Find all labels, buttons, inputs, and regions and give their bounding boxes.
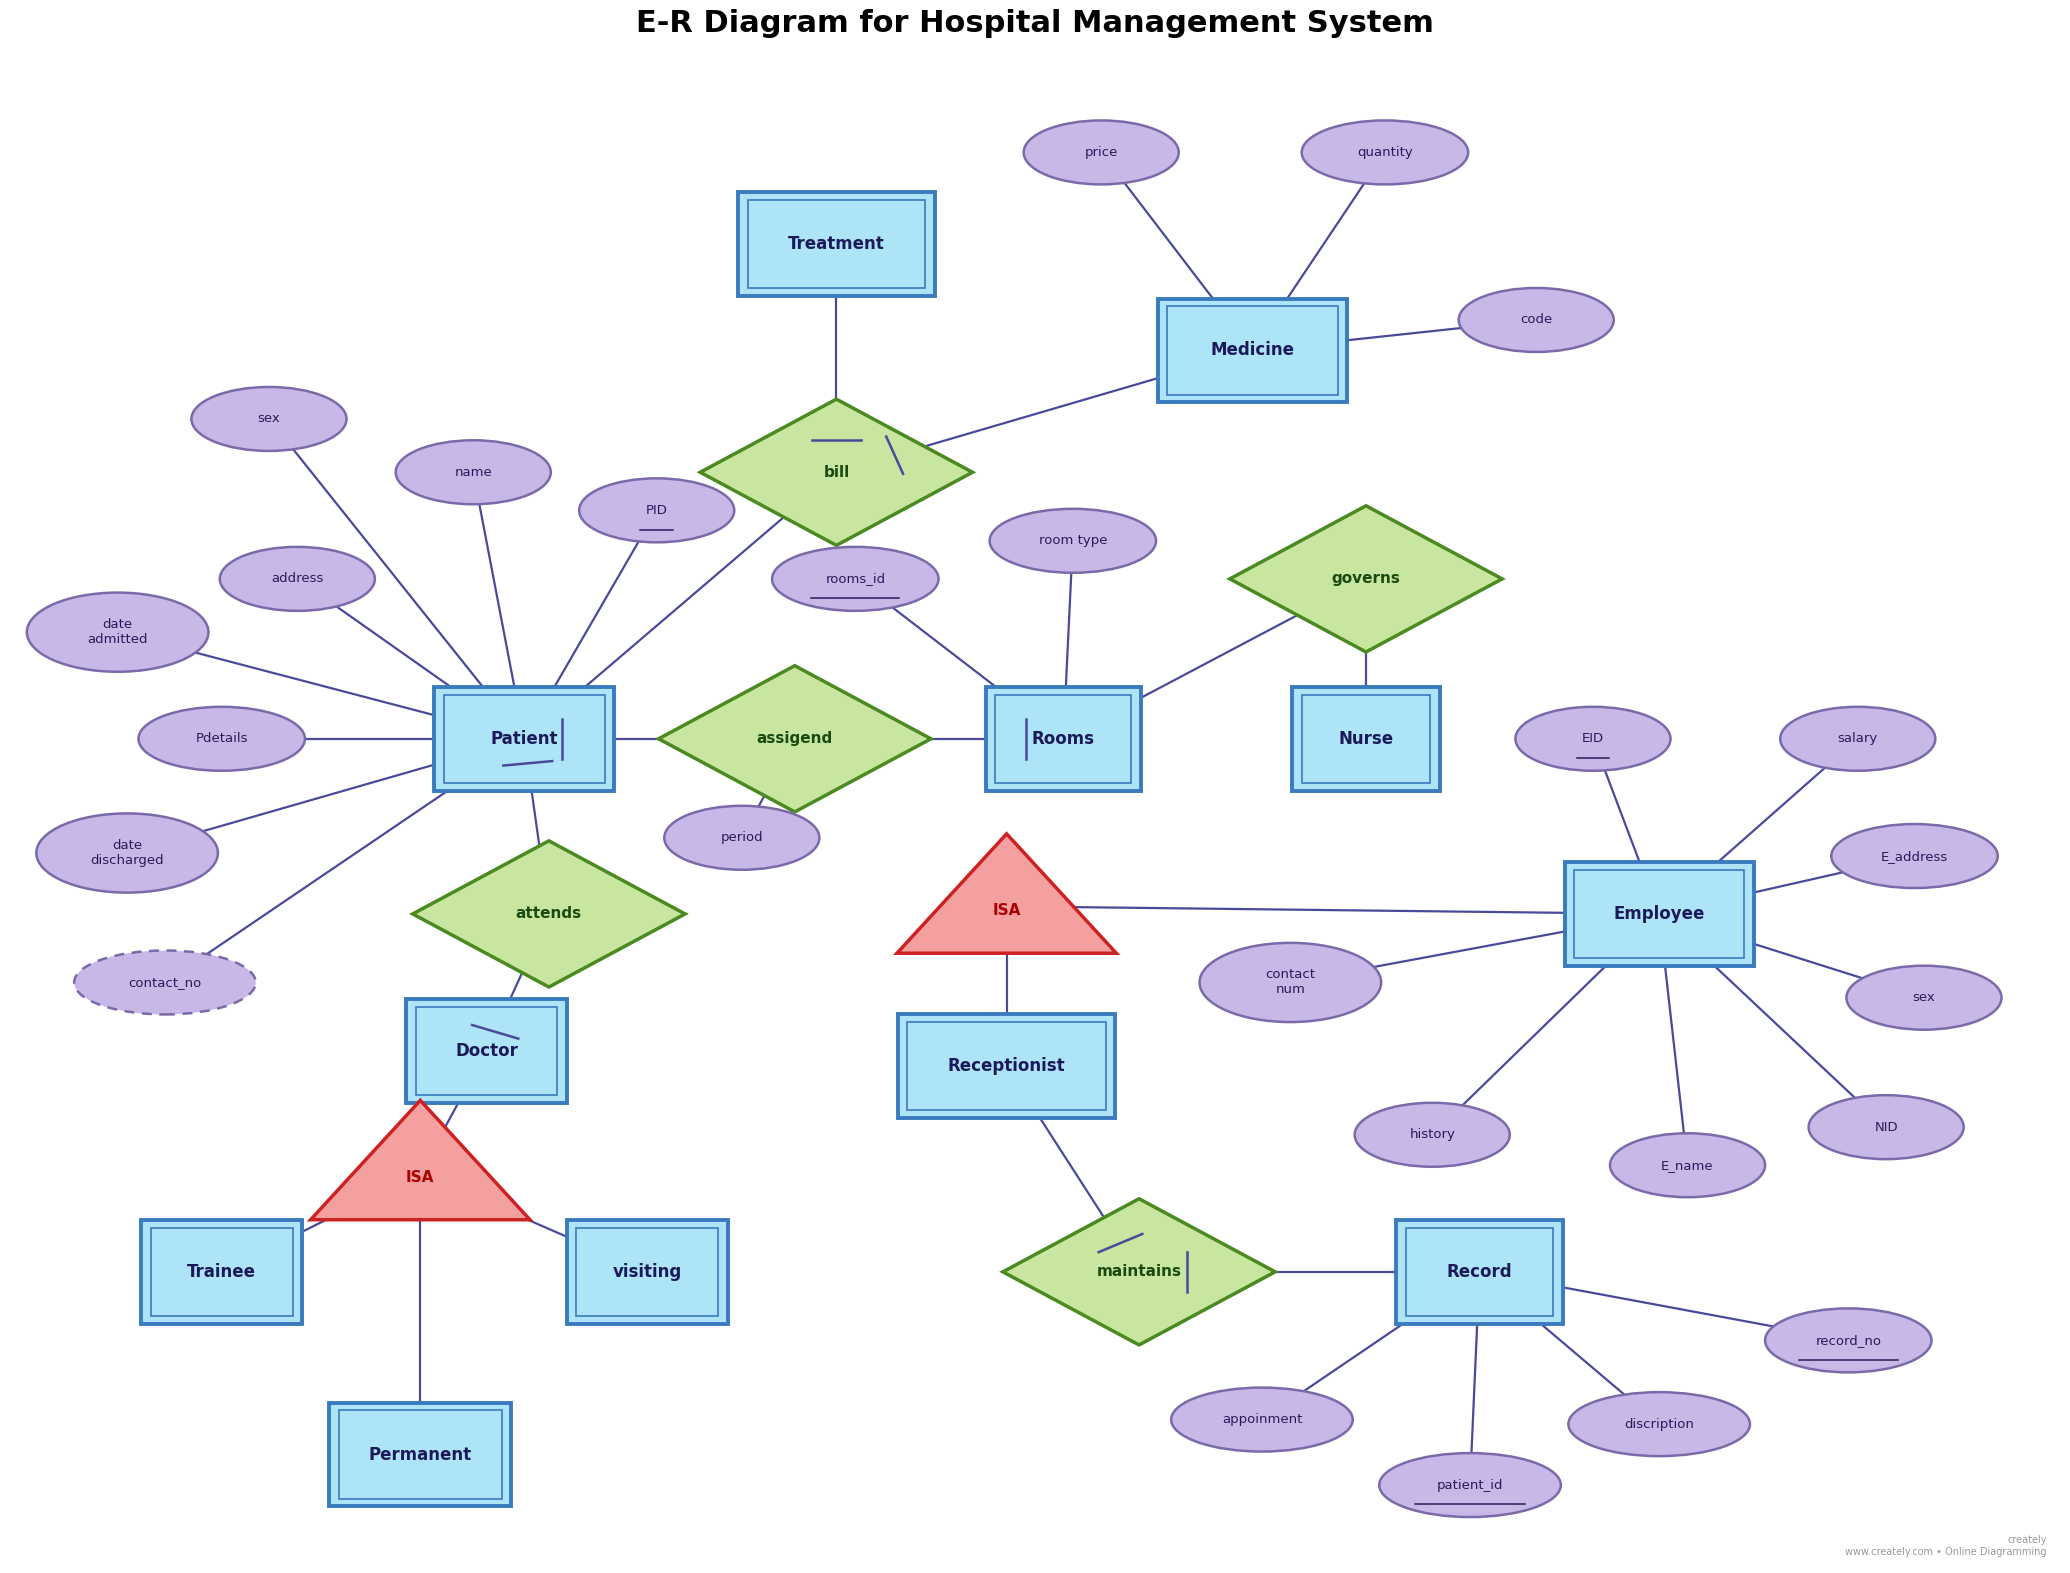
Text: date
admitted: date admitted <box>87 618 147 647</box>
Ellipse shape <box>27 593 209 672</box>
FancyBboxPatch shape <box>739 192 936 296</box>
Text: Employee: Employee <box>1613 904 1706 923</box>
Text: patient_id: patient_id <box>1437 1479 1503 1491</box>
Text: period: period <box>720 831 764 845</box>
FancyBboxPatch shape <box>329 1403 511 1507</box>
Text: maintains: maintains <box>1097 1265 1182 1279</box>
Ellipse shape <box>1025 121 1178 184</box>
Ellipse shape <box>580 478 735 543</box>
Polygon shape <box>896 834 1116 953</box>
Text: sex: sex <box>257 412 279 425</box>
Text: contact
num: contact num <box>1265 969 1314 996</box>
Text: history: history <box>1410 1128 1455 1142</box>
Ellipse shape <box>1846 966 2002 1030</box>
Text: quantity: quantity <box>1358 146 1414 159</box>
Polygon shape <box>1230 507 1503 651</box>
Text: Patient: Patient <box>491 730 559 747</box>
Text: date
discharged: date discharged <box>91 838 164 867</box>
Ellipse shape <box>1354 1103 1509 1167</box>
Text: Doctor: Doctor <box>455 1041 518 1060</box>
Text: Permanent: Permanent <box>368 1446 472 1463</box>
Ellipse shape <box>139 706 304 771</box>
Text: salary: salary <box>1838 733 1877 746</box>
Ellipse shape <box>219 547 375 610</box>
FancyBboxPatch shape <box>435 687 615 791</box>
FancyBboxPatch shape <box>406 999 567 1103</box>
FancyBboxPatch shape <box>1157 299 1348 403</box>
Ellipse shape <box>664 805 820 870</box>
Text: Receptionist: Receptionist <box>948 1057 1066 1076</box>
Ellipse shape <box>190 387 346 451</box>
Ellipse shape <box>1832 824 1998 889</box>
Text: Nurse: Nurse <box>1339 730 1393 747</box>
Text: assigend: assigend <box>758 731 832 746</box>
Text: E_address: E_address <box>1882 849 1948 862</box>
Text: appoinment: appoinment <box>1221 1413 1302 1427</box>
Ellipse shape <box>1172 1387 1354 1452</box>
Ellipse shape <box>1766 1309 1931 1372</box>
Text: E-R Diagram for Hospital Management System: E-R Diagram for Hospital Management Syst… <box>635 9 1435 38</box>
Polygon shape <box>658 665 932 812</box>
Polygon shape <box>310 1101 530 1219</box>
Text: rooms_id: rooms_id <box>826 573 886 585</box>
Text: E_name: E_name <box>1662 1159 1714 1172</box>
FancyBboxPatch shape <box>1397 1221 1563 1323</box>
Text: Trainee: Trainee <box>186 1263 257 1280</box>
FancyBboxPatch shape <box>567 1221 729 1323</box>
Ellipse shape <box>395 440 551 505</box>
Polygon shape <box>1002 1199 1275 1345</box>
Text: room type: room type <box>1039 535 1107 547</box>
Text: attends: attends <box>515 906 582 922</box>
Text: record_no: record_no <box>1815 1334 1882 1346</box>
Ellipse shape <box>1379 1453 1561 1516</box>
Ellipse shape <box>772 547 938 610</box>
Ellipse shape <box>1809 1095 1964 1159</box>
Text: Medicine: Medicine <box>1211 341 1294 359</box>
Polygon shape <box>700 400 973 546</box>
Text: EID: EID <box>1581 733 1604 746</box>
Ellipse shape <box>1199 942 1381 1022</box>
Text: visiting: visiting <box>613 1263 681 1280</box>
FancyBboxPatch shape <box>1565 862 1753 966</box>
Ellipse shape <box>989 508 1155 573</box>
Text: code: code <box>1519 313 1552 327</box>
Ellipse shape <box>1610 1133 1766 1197</box>
Text: Rooms: Rooms <box>1031 730 1095 747</box>
Ellipse shape <box>1515 706 1670 771</box>
Text: bill: bill <box>824 464 849 480</box>
Ellipse shape <box>37 813 217 892</box>
Text: NID: NID <box>1873 1120 1898 1134</box>
FancyBboxPatch shape <box>985 687 1141 791</box>
Ellipse shape <box>1459 288 1615 352</box>
Text: Record: Record <box>1447 1263 1513 1280</box>
Polygon shape <box>412 842 685 986</box>
Text: PID: PID <box>646 503 669 518</box>
Text: name: name <box>455 466 493 478</box>
FancyBboxPatch shape <box>898 1015 1116 1118</box>
Text: price: price <box>1085 146 1118 159</box>
Text: ISA: ISA <box>406 1170 435 1184</box>
FancyBboxPatch shape <box>1292 687 1441 791</box>
Text: sex: sex <box>1913 991 1935 1004</box>
Text: governs: governs <box>1331 571 1401 587</box>
Text: Pdetails: Pdetails <box>195 733 248 746</box>
Ellipse shape <box>75 950 257 1015</box>
Text: address: address <box>271 573 323 585</box>
Text: contact_no: contact_no <box>128 975 201 989</box>
Ellipse shape <box>1569 1392 1749 1457</box>
Ellipse shape <box>1302 121 1468 184</box>
FancyBboxPatch shape <box>141 1221 302 1323</box>
Text: discription: discription <box>1625 1417 1693 1431</box>
Text: creately
www.creately.com • Online Diagramming: creately www.creately.com • Online Diagr… <box>1846 1535 2047 1557</box>
Ellipse shape <box>1780 706 1935 771</box>
Text: ISA: ISA <box>992 903 1021 919</box>
Text: Treatment: Treatment <box>789 234 884 253</box>
